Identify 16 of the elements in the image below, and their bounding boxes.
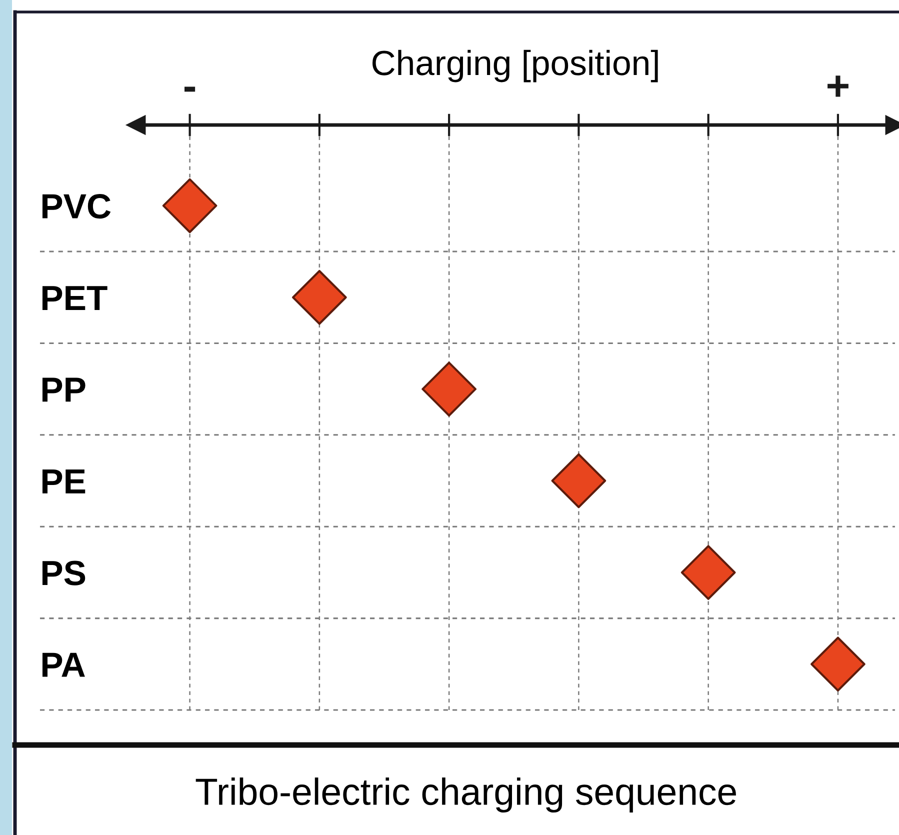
y-tick-label: PS — [42, 560, 86, 586]
point — [422, 362, 476, 417]
point — [551, 453, 606, 508]
point — [680, 545, 736, 600]
y-tick-label: PET — [42, 286, 108, 310]
text: + — [828, 76, 848, 97]
y-tick-label: PA — [42, 652, 85, 677]
point — [162, 178, 218, 234]
point — [810, 636, 866, 692]
y-tick-label: PE — [42, 469, 86, 494]
y-tick-label: PVC — [42, 194, 111, 219]
x-axis-title: Charging [position] — [372, 50, 658, 82]
text: - — [184, 86, 196, 92]
y-tick-label: PP — [42, 378, 86, 402]
point — [292, 270, 347, 325]
text: Tribo-electric charging sequence — [196, 778, 736, 812]
